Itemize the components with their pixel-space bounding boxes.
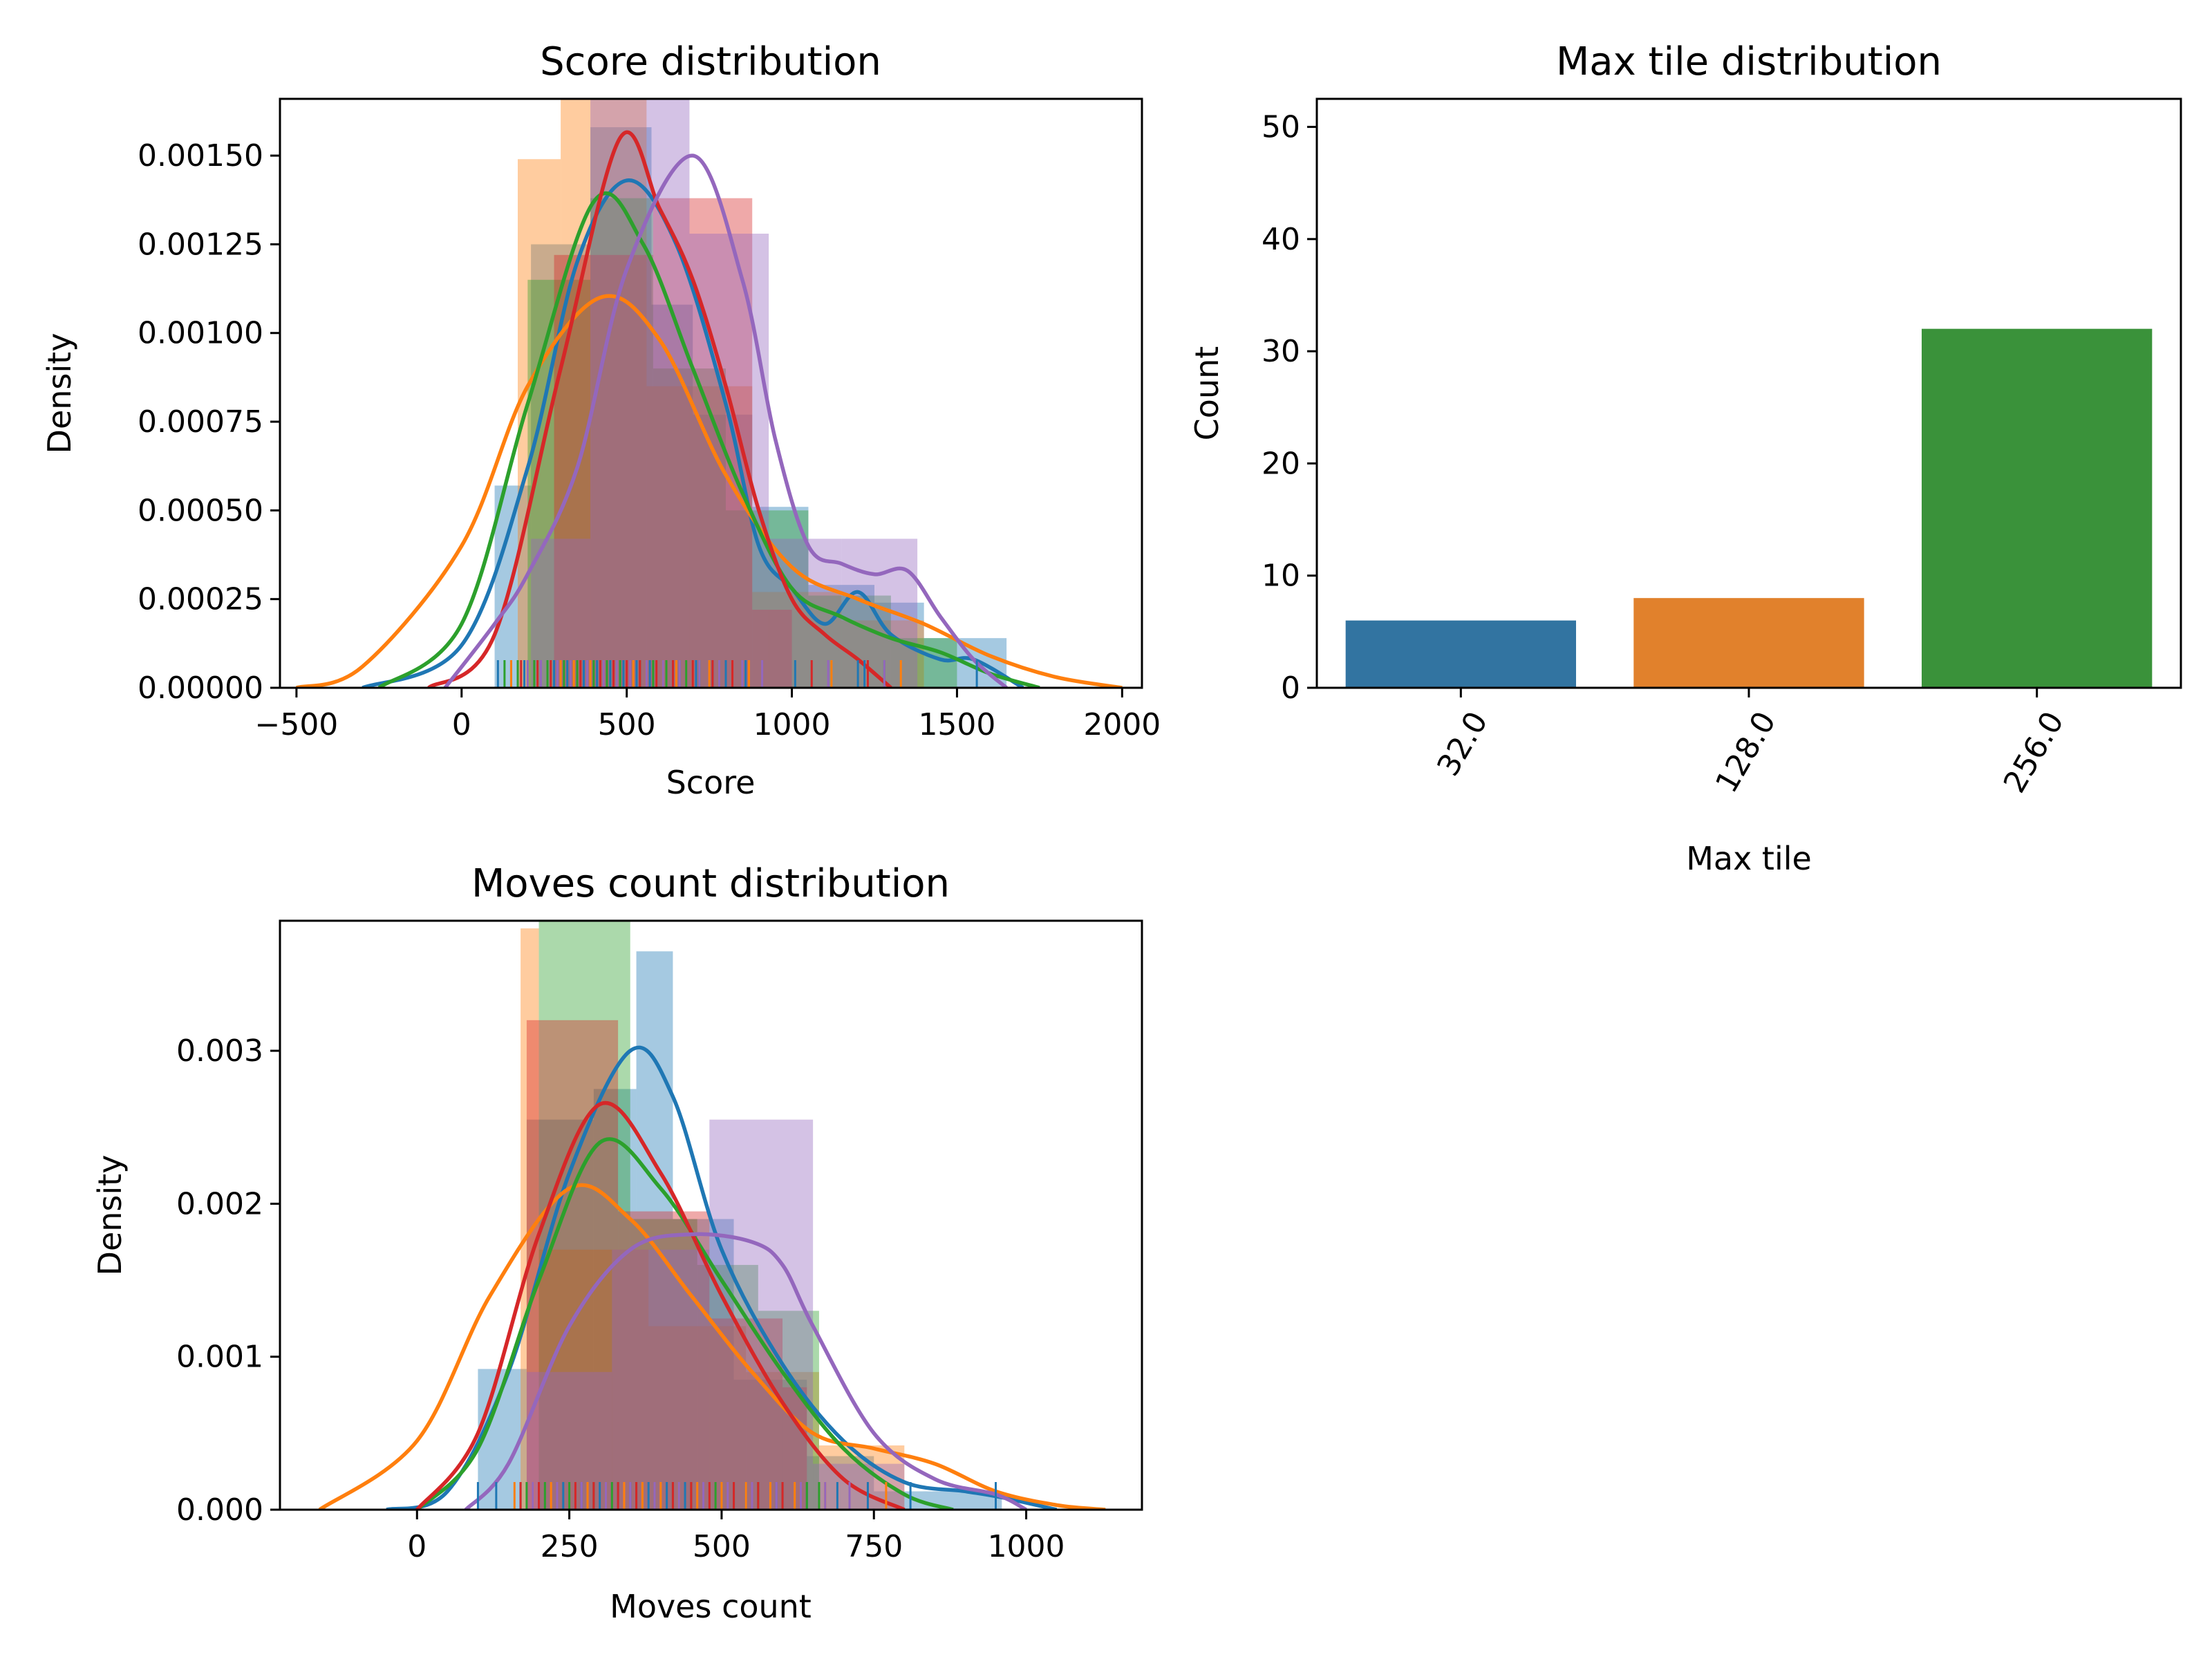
maxtile-y-tick-label: 50 [1262,110,1300,145]
score-y-tick-label: 0.00050 [138,493,263,528]
score-plot-area [296,99,1123,688]
moves-series-1-hist-bar [648,1326,747,1510]
score-series-4-hist-bar [590,99,690,688]
moves-x-tick-label: 1000 [988,1529,1065,1564]
score-x-tick-label: 500 [598,707,656,742]
moves-series-1-hist-bar [538,1249,649,1510]
score-y-tick-label: 0.00000 [138,671,263,706]
moves-x-tick-label: 250 [541,1529,599,1564]
maxtile-x-axis-label: Max tile [1686,840,1812,877]
score-series-2-hist-bar [527,279,591,688]
moves-chart-title: Moves count distribution [471,861,950,906]
score-x-tick-label: 1000 [753,707,831,742]
moves-series-0-hist-bar [593,1089,637,1510]
score-y-tick-label: 0.00025 [138,582,263,617]
moves-y-tick-label: 0.002 [176,1186,263,1221]
moves-axes-frame [279,919,1143,1511]
moves-series-2-hist-bar [630,1219,697,1510]
score-series-0-kde-line [362,178,1024,688]
maxtile-y-tick-label: 30 [1262,334,1300,369]
moves-ticks: 0.000 0.001 0.002 0.003 0 250 500 750 1000 [176,1033,1065,1564]
score-series-2-kde-line [377,191,1040,688]
score-x-tick-label: 0 [452,707,471,742]
score-y-tick-label: 0.00100 [138,316,263,351]
maxtile-plot-area [1345,328,2153,688]
moves-series-0-hist-bar [673,1219,734,1510]
maxtile-bar-128.0 [1633,598,1864,688]
score-series-group [296,99,1123,688]
score-series-3-kde-line [427,130,892,688]
moves-x-tick-label: 0 [407,1529,427,1564]
score-x-tick-label: 1500 [918,707,995,742]
moves-y-axis-label: Density [91,1155,129,1276]
score-x-axis-label: Score [666,764,756,801]
score-x-tick-label: 2000 [1083,707,1161,742]
moves-plot-area [318,921,1106,1510]
score-series-1-kde-line [296,294,1123,688]
moves-series-4-hist-bar [709,1119,814,1510]
score-distribution-chart: 0.00000 0.00025 0.00050 0.00075 0.00100 0.001… [41,39,1161,801]
moves-count-distribution-chart: 0.000 0.001 0.002 0.003 0 250 500 750 1000 Moves… [91,861,1143,1625]
maxtile-y-tick-label: 10 [1262,559,1300,594]
moves-y-tick-label: 0.003 [176,1033,263,1069]
score-y-axis-label: Density [41,333,78,454]
maxtile-y-tick-label: 40 [1262,222,1300,257]
moves-series-3-kde-line [415,1100,906,1510]
score-series-4-hist-bar [841,538,918,688]
moves-x-axis-label: Moves count [610,1588,812,1625]
maxtile-bar-32.0 [1345,620,1576,688]
score-series-3-hist-bar [752,610,792,688]
moves-series-2-kde-line [415,1137,954,1510]
maxtile-bar-256.0 [1922,328,2153,688]
score-ticks: 0.00000 0.00025 0.00050 0.00075 0.00100 0.001… [138,138,1161,742]
maxtile-y-tick-label: 20 [1262,446,1300,481]
moves-series-4-kde-line [464,1232,1027,1510]
maxtile-y-axis-label: Count [1188,346,1226,441]
score-series-0-hist-bar [590,127,652,688]
score-series-1-hist-bar [561,99,647,688]
score-series-4-kde-line [443,153,1008,688]
moves-series-group [318,921,1106,1510]
score-x-tick-label: −500 [254,707,338,742]
score-y-tick-label: 0.00150 [138,138,263,174]
score-y-tick-label: 0.00125 [138,227,263,262]
moves-x-tick-label: 500 [693,1529,751,1564]
maxtile-y-tick-label: 0 [1281,671,1300,706]
score-series-0-hist-bar [651,304,693,688]
moves-series-3-hist-bar [709,1318,783,1510]
score-series-0-hist-bar [693,414,753,688]
score-chart-title: Score distribution [540,39,881,84]
score-axes-frame [279,97,1143,689]
score-y-tick-label: 0.00075 [138,404,263,440]
moves-y-tick-label: 0.001 [176,1340,263,1375]
moves-x-tick-label: 750 [845,1529,903,1564]
maxtile-chart-title: Max tile distribution [1556,39,1942,84]
moves-series-1-kde-line [318,1183,1106,1510]
score-series-1-hist-bar [841,620,924,688]
moves-series-4-hist-bar [612,1249,710,1510]
moves-y-tick-label: 0.000 [176,1492,263,1528]
